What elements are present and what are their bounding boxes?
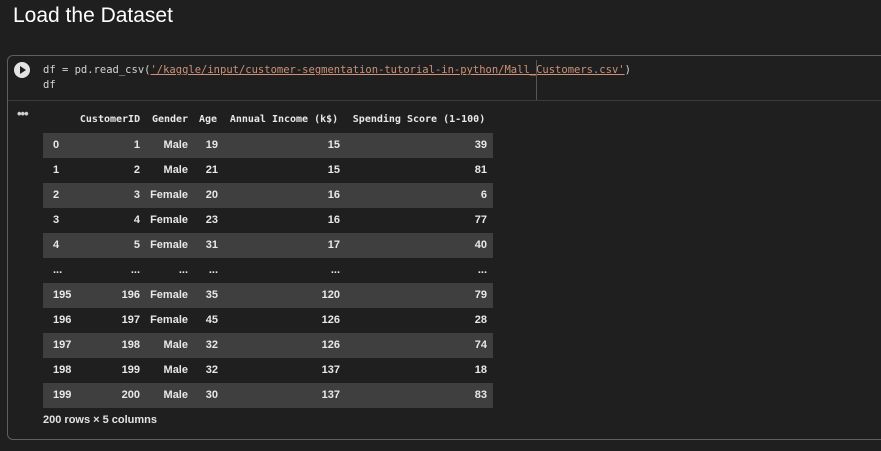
column-header: Spending Score (1-100) bbox=[352, 114, 486, 125]
table-cell: 6 bbox=[480, 189, 487, 201]
table-cell: Male bbox=[163, 339, 188, 351]
table-cell: 4 bbox=[133, 214, 140, 226]
column-header: CustomerID bbox=[79, 114, 141, 125]
table-cell: 3 bbox=[133, 189, 140, 201]
table-row: .................. bbox=[43, 258, 493, 283]
table-cell: 16 bbox=[327, 189, 340, 201]
heading: Load the Dataset bbox=[13, 4, 173, 27]
table-cell: Female bbox=[150, 239, 188, 251]
code-text: ) bbox=[624, 64, 631, 76]
table-cell: 77 bbox=[474, 214, 487, 226]
row-index: 1 bbox=[53, 164, 60, 176]
header-row: CustomerID Gender Age Annual Income (k$) Spe… bbox=[43, 107, 493, 132]
table-cell: Female bbox=[150, 314, 188, 326]
code-line: df bbox=[43, 79, 56, 91]
table-cell: 79 bbox=[474, 289, 487, 301]
table-row: 0 1 Male 19 15 39 bbox=[43, 133, 493, 158]
row-index: ... bbox=[53, 264, 63, 276]
table-cell: 15 bbox=[327, 164, 340, 176]
ruler bbox=[536, 60, 537, 100]
table-cell: Female bbox=[150, 189, 188, 201]
code-line: df = pd.read_csv('/kaggle/input/customer… bbox=[43, 64, 631, 76]
output-menu[interactable]: ••• bbox=[17, 106, 29, 121]
table-cell: 126 bbox=[321, 339, 340, 351]
code-text: df = pd.read_csv( bbox=[43, 64, 151, 76]
column-header: Annual Income (k$) bbox=[229, 114, 339, 125]
table-cell: ... bbox=[178, 264, 188, 276]
table-cell: Female bbox=[150, 214, 188, 226]
table-row: 197 198 Male 32 126 74 bbox=[43, 333, 493, 358]
table-row: 4 5 Female 31 17 40 bbox=[43, 233, 493, 258]
table-cell: 30 bbox=[205, 389, 218, 401]
column-header: Gender bbox=[151, 114, 189, 125]
table-cell: 126 bbox=[321, 314, 340, 326]
table-cell: 18 bbox=[474, 364, 487, 376]
table-cell: ... bbox=[130, 264, 140, 276]
table-cell: 74 bbox=[474, 339, 487, 351]
table-cell: 200 bbox=[121, 389, 140, 401]
table-cell: 17 bbox=[327, 239, 340, 251]
table-cell: Female bbox=[150, 289, 188, 301]
table-cell: 20 bbox=[205, 189, 218, 201]
table-cell: 23 bbox=[205, 214, 218, 226]
row-index: 195 bbox=[53, 289, 72, 301]
table-cell: ... bbox=[330, 264, 340, 276]
row-index: 197 bbox=[53, 339, 72, 351]
table-cell: ... bbox=[477, 264, 487, 276]
table-row: 198 199 Male 32 137 18 bbox=[43, 358, 493, 383]
row-index: 3 bbox=[53, 214, 60, 226]
table-cell: Male bbox=[163, 364, 188, 376]
table-cell: Male bbox=[163, 389, 188, 401]
row-index: 0 bbox=[53, 139, 60, 151]
table-footer: 200 rows × 5 columns bbox=[43, 414, 158, 426]
code-string: '/kaggle/input/customer-segmentation-tut… bbox=[150, 64, 625, 76]
table-cell: 28 bbox=[474, 314, 487, 326]
table-cell: 15 bbox=[327, 139, 340, 151]
table-cell: 5 bbox=[133, 239, 140, 251]
row-index: 4 bbox=[53, 239, 60, 251]
run-button[interactable] bbox=[14, 62, 30, 78]
table-cell: 21 bbox=[205, 164, 218, 176]
table-cell: ... bbox=[208, 264, 218, 276]
column-header: Age bbox=[198, 114, 218, 125]
table-cell: 196 bbox=[121, 289, 140, 301]
table-cell: 1 bbox=[133, 139, 140, 151]
table-cell: 19 bbox=[205, 139, 218, 151]
table-cell: 40 bbox=[474, 239, 487, 251]
table-cell: 31 bbox=[205, 239, 218, 251]
table-row: 195 196 Female 35 120 79 bbox=[43, 283, 493, 308]
row-index: 199 bbox=[53, 389, 72, 401]
table-cell: 198 bbox=[121, 339, 140, 351]
table-row: 199 200 Male 30 137 83 bbox=[43, 383, 493, 408]
table-cell: 2 bbox=[133, 164, 140, 176]
table-cell: Male bbox=[163, 139, 188, 151]
table-cell: 199 bbox=[121, 364, 140, 376]
row-index: 198 bbox=[53, 364, 72, 376]
table-cell: 35 bbox=[205, 289, 218, 301]
table-row: 3 4 Female 23 16 77 bbox=[43, 208, 493, 233]
table-cell: 83 bbox=[474, 389, 487, 401]
table-cell: 120 bbox=[321, 289, 340, 301]
row-index: 196 bbox=[53, 314, 72, 326]
table-cell: 32 bbox=[205, 339, 218, 351]
table-cell: 81 bbox=[474, 164, 487, 176]
table-cell: 197 bbox=[121, 314, 140, 326]
table-cell: 45 bbox=[205, 314, 218, 326]
row-index: 2 bbox=[53, 189, 60, 201]
table-cell: 39 bbox=[474, 139, 487, 151]
table-row: 1 2 Male 21 15 81 bbox=[43, 158, 493, 183]
table-row: 2 3 Female 20 16 6 bbox=[43, 183, 493, 208]
table-cell: 137 bbox=[321, 389, 340, 401]
table-cell: 137 bbox=[321, 364, 340, 376]
run-icon bbox=[20, 66, 26, 74]
separator bbox=[8, 100, 881, 101]
table-cell: Male bbox=[163, 164, 188, 176]
table-row: 196 197 Female 45 126 28 bbox=[43, 308, 493, 333]
table-cell: 32 bbox=[205, 364, 218, 376]
table-cell: 16 bbox=[327, 214, 340, 226]
